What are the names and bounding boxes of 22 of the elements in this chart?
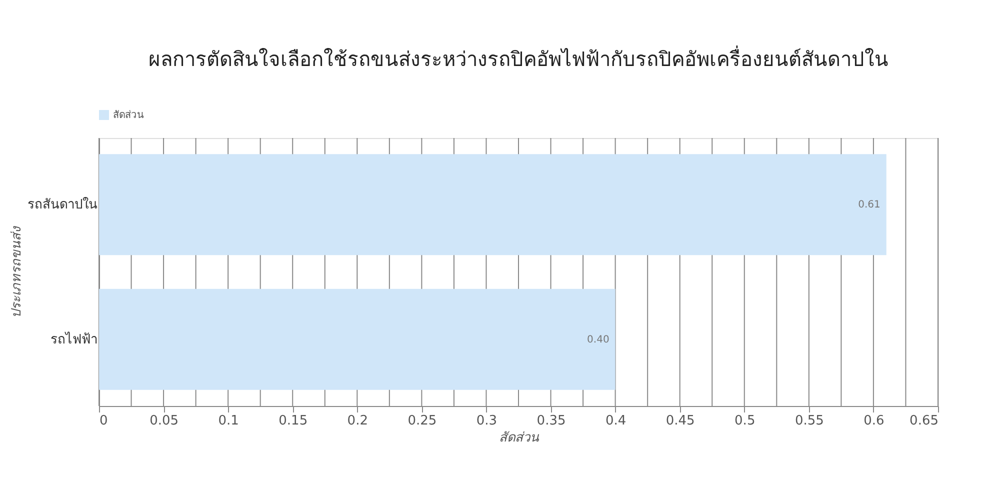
x-tick-label: 0.55 — [794, 414, 824, 428]
x-tick-label: 0.5 — [734, 414, 756, 428]
x-tick-label: 0.45 — [666, 414, 695, 428]
x-tick-label: 0.15 — [278, 414, 308, 428]
data-label: 0.61 — [858, 200, 880, 211]
x-tick-label: 0.35 — [536, 414, 566, 428]
y-tick-label: รถสันดาปใน — [28, 196, 98, 213]
x-tick-label: 0.05 — [150, 414, 179, 428]
x-tick-label: 0.4 — [605, 414, 626, 428]
y-axis-title: ประเภทรถขนส่ง — [10, 225, 24, 318]
y-tick-label: รถไฟฟ้า — [50, 331, 98, 348]
x-tick-label: 0 — [100, 414, 108, 428]
data-label: 0.40 — [587, 334, 610, 346]
x-tick-label: 0.65 — [910, 414, 938, 428]
chart-title: ผลการตัดสินใจเลือกใช้รถขนส่งระหว่างรถปิคอัพไฟฟ้ากับรถปิคอัพเครื่องยนต์สันดาปใน — [148, 45, 888, 71]
x-tick-label: 0.6 — [864, 414, 884, 428]
x-tick-label: 0.25 — [408, 414, 437, 428]
x-tick-label: 0.2 — [347, 414, 368, 428]
x-tick-label: 0.3 — [476, 414, 498, 428]
x-axis-title: สัดส่วน — [499, 430, 540, 446]
x-tick-label: 0.1 — [218, 414, 239, 428]
legend-label: สัดส่วน — [113, 110, 144, 121]
